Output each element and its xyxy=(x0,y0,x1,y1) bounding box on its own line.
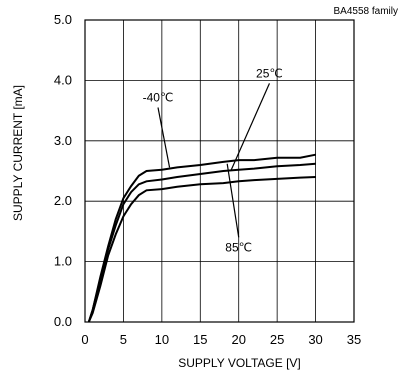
x-tick-label: 25 xyxy=(270,332,284,347)
y-tick-label: 2.0 xyxy=(54,193,72,208)
chart-subtitle: BA4558 family xyxy=(334,6,398,17)
series-annotation-label: 25℃ xyxy=(256,66,283,80)
grid-layer xyxy=(85,20,354,322)
x-tick-label: 30 xyxy=(308,332,322,347)
annotation-leader-line xyxy=(157,107,171,168)
x-axis-label: SUPPLY VOLTAGE [V] xyxy=(178,356,301,370)
x-tick-label: 15 xyxy=(193,332,207,347)
series-line-0 xyxy=(87,153,316,323)
y-tick-label: 0.0 xyxy=(54,314,72,329)
annotation-leader-line xyxy=(230,83,271,171)
y-axis-label: SUPPLY CURRENT [mA] xyxy=(11,85,25,221)
x-tick-label: 0 xyxy=(81,332,88,347)
x-tick-label: 35 xyxy=(347,332,361,347)
y-tick-label: 5.0 xyxy=(54,12,72,27)
x-tick-label: 5 xyxy=(120,332,127,347)
series-line-1 xyxy=(87,162,316,323)
x-tick-label: 20 xyxy=(231,332,245,347)
series-line-2 xyxy=(87,176,316,323)
series-layer xyxy=(87,153,316,323)
plot-frame xyxy=(84,19,355,323)
series-annotation-label: 85℃ xyxy=(225,240,252,254)
annotation-leader-line xyxy=(226,163,240,238)
x-tick-label: 10 xyxy=(155,332,169,347)
series-annotation-label: -40℃ xyxy=(143,91,174,105)
y-tick-label: 3.0 xyxy=(54,133,72,148)
y-tick-label: 4.0 xyxy=(54,72,72,87)
y-tick-label: 1.0 xyxy=(54,254,72,269)
annotation-layer: -40℃ 25℃ 85℃ xyxy=(143,66,283,254)
tick-label-layer: 0 5 10 15 20 25 30 35 0.0 1.0 2.0 3.0 4.0 5.0 xyxy=(54,12,361,347)
